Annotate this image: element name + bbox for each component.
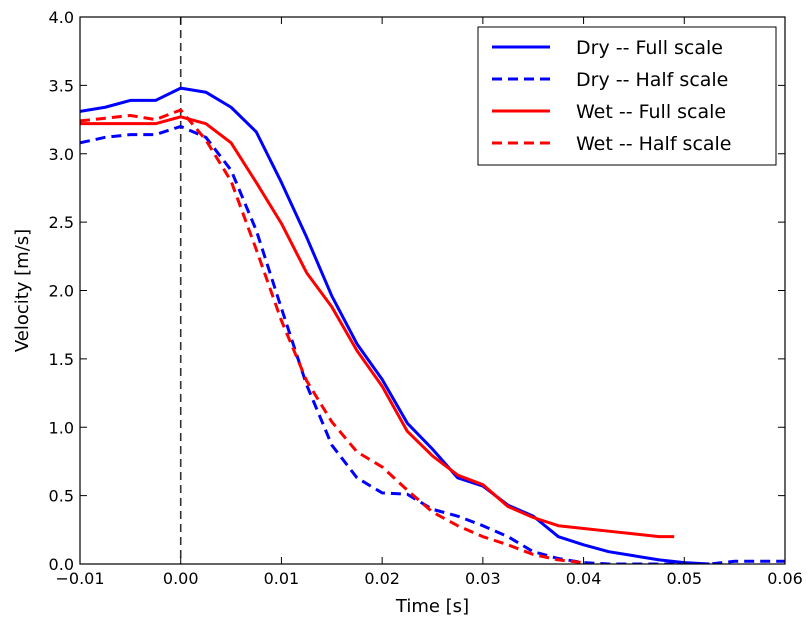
y-tick-label: 0.0 bbox=[49, 555, 74, 574]
y-tick-label: 4.0 bbox=[49, 8, 74, 27]
x-tick-label: 0.05 bbox=[666, 569, 702, 588]
y-tick-label: 3.0 bbox=[49, 145, 74, 164]
x-tick-label: −0.01 bbox=[55, 569, 104, 588]
x-tick-label: 0.01 bbox=[264, 569, 300, 588]
legend-entry-3: Wet -- Half scale bbox=[576, 133, 732, 155]
series-line-3 bbox=[80, 108, 584, 564]
x-tick-label: 0.04 bbox=[566, 569, 602, 588]
y-tick-label: 2.5 bbox=[49, 213, 74, 232]
y-tick-label: 0.5 bbox=[49, 487, 74, 506]
series-line-1 bbox=[80, 124, 785, 564]
legend-entry-0: Dry -- Full scale bbox=[576, 37, 723, 59]
y-axis-label: Velocity [m/s] bbox=[12, 229, 33, 352]
plot-area bbox=[80, 17, 785, 564]
x-tick-label: 0.02 bbox=[364, 569, 400, 588]
y-tick-label: 3.5 bbox=[49, 76, 74, 95]
x-tick-label: 0.03 bbox=[465, 569, 501, 588]
y-tick-label: 2.0 bbox=[49, 282, 74, 301]
y-tick-label: 1.0 bbox=[49, 418, 74, 437]
legend: Dry -- Full scale Dry -- Half scale Wet --… bbox=[477, 26, 777, 166]
y-tick-label: 1.5 bbox=[49, 350, 74, 369]
axes: −0.01 0.00 0.01 0.02 0.03 0.04 0.05 0.06 0.0 0.5 1… bbox=[49, 8, 803, 588]
series-line-0 bbox=[80, 86, 710, 564]
legend-entry-1: Dry -- Half scale bbox=[576, 69, 728, 91]
series-line-2 bbox=[80, 115, 675, 539]
x-tick-label: 0.00 bbox=[163, 569, 199, 588]
legend-entry-2: Wet -- Full scale bbox=[576, 101, 726, 123]
x-axis-label: Time [s] bbox=[395, 596, 469, 617]
x-tick-label: 0.06 bbox=[767, 569, 803, 588]
